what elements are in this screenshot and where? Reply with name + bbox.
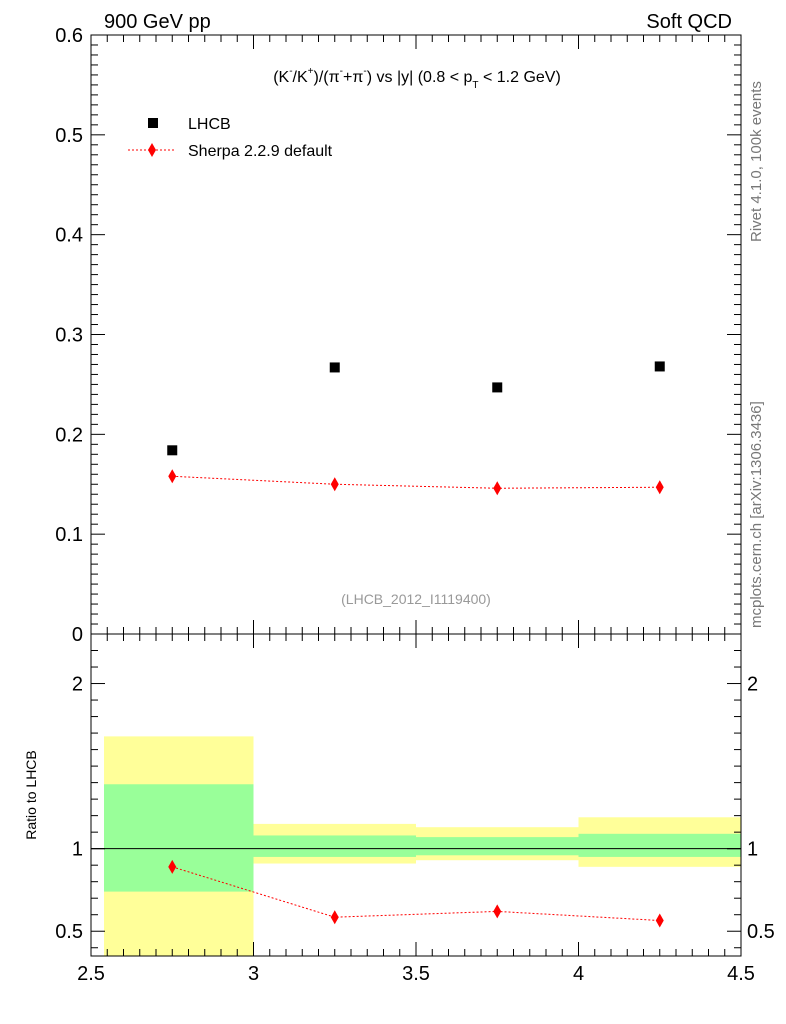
y-tick-label: 0.3: [55, 325, 83, 347]
mc-ratio-point: [493, 904, 502, 919]
mc-point: [168, 469, 177, 484]
header-process-label: Soft QCD: [646, 11, 732, 33]
y-tick-label: 0.5: [55, 125, 83, 147]
y-tick-label: 0: [72, 624, 83, 646]
data-point: [329, 362, 340, 373]
x-tick-label: 4: [573, 963, 584, 985]
x-tick-labels: 2.5 3 3.5 4 4.5: [77, 963, 755, 985]
main-y-tick-labels: 0 0.1 0.2 0.3 0.4 0.5 0.6: [55, 25, 83, 646]
ratio-plot-panel: 0.5 1 2 0.5 1 2 2.5 3 3.5 4 4.5 Ratio to LHCB: [23, 633, 775, 985]
inner-band: [104, 784, 254, 892]
inner-band: [578, 833, 741, 857]
data-point: [492, 382, 503, 393]
y-tick-label: 0.4: [55, 225, 83, 247]
ratio-y-tick-label: 1: [72, 839, 83, 861]
ratio-plot-frame: [90, 633, 742, 957]
mcplots-reference-label: mcplots.cern.ch [arXiv:1306.3436]: [748, 401, 765, 628]
mc-point: [493, 481, 502, 496]
main-plot-panel: 0 0.1 0.2 0.3 0.4 0.5 0.6 (K-/K+)/(π-+π-) vs |…: [55, 25, 742, 646]
x-tick-label: 4.5: [727, 963, 755, 985]
ratio-y-tick-label-right: 2: [747, 674, 758, 696]
ratio-y-tick-label-right: 1: [747, 839, 758, 861]
legend-mc-label: Sherpa 2.2.9 default: [188, 143, 333, 160]
legend-data-label: LHCB: [188, 116, 231, 133]
inner-band: [416, 837, 579, 856]
legend-data-marker: [148, 118, 158, 128]
x-tick-label: 3.5: [402, 963, 430, 985]
ratio-y-tick-label-right: 0.5: [747, 921, 775, 943]
ratio-axis-ticks: [90, 634, 742, 956]
mc-series-ratio: [168, 859, 664, 928]
header-energy-label: 900 GeV pp: [104, 11, 211, 33]
analysis-id-label: (LHCB_2012_I1119400): [341, 591, 491, 607]
rivet-version-label: Rivet 4.1.0, 100k events: [748, 81, 765, 242]
data-point: [167, 445, 178, 456]
x-tick-label: 3: [248, 963, 259, 985]
mc-ratio-point: [655, 913, 664, 928]
y-tick-label: 0.6: [55, 25, 83, 47]
plot-title: (K-/K+)/(π-+π-) vs |y| (0.8 < pT < 1.2 G…: [273, 66, 561, 91]
inner-band: [253, 835, 416, 857]
mc-ratio-point: [330, 910, 339, 925]
y-tick-label: 0.1: [55, 524, 83, 546]
mc-point: [330, 477, 339, 492]
uncertainty-bands: [104, 736, 741, 956]
mc-line: [172, 475, 660, 489]
x-tick-label: 2.5: [77, 963, 105, 985]
legend-mc-marker: [148, 143, 156, 157]
mc-ratio-line: [172, 866, 660, 921]
y-tick-label: 0.2: [55, 424, 83, 446]
mc-point: [655, 480, 664, 495]
data-series-main: [167, 361, 665, 456]
mc-ratio-point: [168, 859, 177, 874]
ratio-y-tick-label: 0.5: [55, 921, 83, 943]
ratio-y-tick-labels-right: 0.5 1 2: [747, 674, 775, 944]
ratio-y-axis-label: Ratio to LHCB: [23, 750, 39, 839]
ratio-y-tick-label: 2: [72, 674, 83, 696]
ratio-y-tick-labels-left: 0.5 1 2: [55, 674, 83, 944]
mc-series-main: [168, 469, 664, 496]
data-point: [654, 361, 665, 372]
